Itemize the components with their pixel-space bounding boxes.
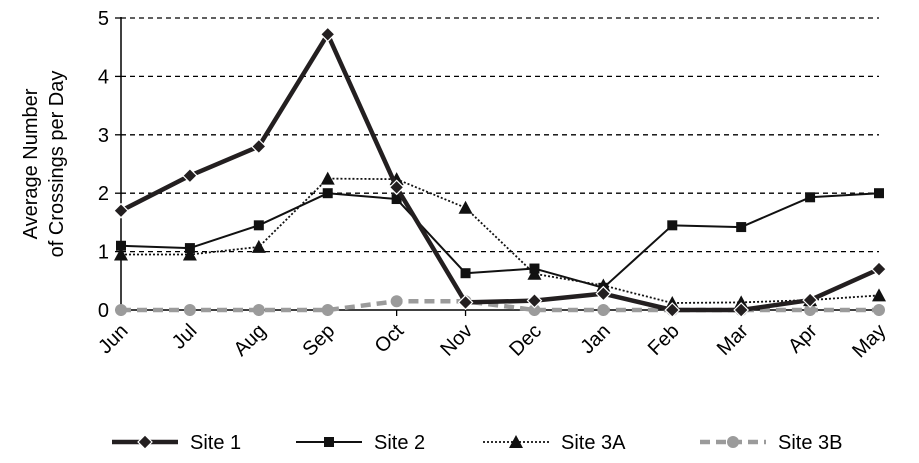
x-tick-label: Jan: [577, 320, 615, 358]
y-tick-label: 0: [98, 300, 109, 322]
data-point: [183, 304, 196, 316]
x-tick-label: Mar: [713, 320, 753, 360]
x-tick-label: Feb: [644, 320, 684, 360]
data-point: [184, 243, 195, 254]
data-point: [322, 188, 333, 199]
legend-item: Site 3A: [483, 432, 626, 454]
data-point: [460, 268, 471, 279]
series-site-1: [113, 26, 887, 318]
data-point: [595, 285, 612, 302]
data-point: [871, 261, 887, 277]
legend-marker: [137, 434, 153, 450]
legend-item: Site 1: [112, 432, 241, 454]
legend-label: Site 3B: [778, 432, 842, 454]
y-tick-label: 5: [98, 8, 109, 30]
data-point: [319, 26, 336, 43]
y-tick-label: 1: [98, 242, 109, 264]
legend-label: Site 3A: [561, 432, 626, 454]
y-tick-label: 3: [98, 125, 109, 147]
x-tick-label: Jun: [94, 320, 132, 358]
series-site-3a: [114, 171, 886, 309]
legend-marker: [324, 437, 334, 447]
data-point: [873, 304, 885, 316]
y-tick-label: 4: [98, 66, 109, 88]
y-axis-ticks: 0 1 2 3 4 5: [98, 8, 121, 322]
data-point: [390, 295, 403, 308]
data-point: [529, 263, 540, 274]
data-point: [457, 294, 474, 311]
legend-item: Site 2: [296, 432, 425, 454]
data-point: [526, 292, 543, 309]
data-point: [391, 194, 402, 205]
data-point: [388, 179, 405, 196]
data-point: [597, 304, 610, 316]
series-layer: [113, 26, 887, 318]
x-tick-label: Dec: [505, 320, 546, 361]
data-point: [253, 220, 264, 231]
data-point: [733, 302, 750, 318]
data-point: [664, 302, 681, 318]
data-point: [113, 202, 129, 219]
y-axis-title-line-1: Average Number: [20, 88, 42, 239]
x-tick-label: Aug: [230, 320, 271, 361]
series-line: [119, 32, 880, 313]
legend-label: Site 1: [190, 432, 241, 454]
axes: [120, 17, 879, 311]
data-point: [321, 304, 334, 316]
legend-marker: [509, 435, 523, 448]
data-point: [874, 188, 884, 199]
data-point: [115, 304, 127, 316]
data-point: [116, 240, 126, 251]
legend-label: Site 2: [374, 432, 425, 454]
x-tick-label: Apr: [784, 320, 822, 358]
data-point: [804, 304, 817, 316]
x-tick-label: Jul: [168, 320, 202, 354]
y-axis-title-line-2: of Crossings per Day: [46, 71, 68, 258]
data-point: [667, 220, 678, 231]
data-point: [182, 247, 197, 261]
legend-item: Site 3B: [700, 432, 842, 454]
series-site-2: [116, 188, 884, 293]
x-axis-ticks: Jun Jul Aug Sep Oct Nov Dec Jan Feb Mar Apr May: [94, 310, 891, 362]
y-tick-label: 2: [98, 183, 109, 205]
legend-marker: [727, 436, 739, 448]
data-point: [182, 167, 198, 184]
x-tick-label: Sep: [299, 320, 340, 361]
gridlines: [121, 17, 879, 253]
data-point: [736, 222, 747, 233]
data-point: [802, 292, 818, 308]
data-point: [805, 192, 816, 203]
data-point: [252, 304, 265, 316]
series-line: [121, 177, 880, 304]
data-point: [250, 138, 267, 155]
x-tick-label: Oct: [371, 320, 409, 358]
series-line: [120, 192, 880, 289]
data-point: [872, 288, 886, 302]
data-point: [458, 200, 473, 214]
data-point: [251, 239, 266, 253]
x-tick-label: Nov: [436, 320, 477, 361]
data-point: [114, 247, 128, 261]
data-point: [734, 295, 749, 309]
x-tick-label: May: [848, 320, 890, 362]
legend: Site 1 Site 2 Site 3A Site 3B: [112, 432, 842, 454]
data-point: [320, 171, 335, 185]
data-point: [528, 304, 541, 316]
